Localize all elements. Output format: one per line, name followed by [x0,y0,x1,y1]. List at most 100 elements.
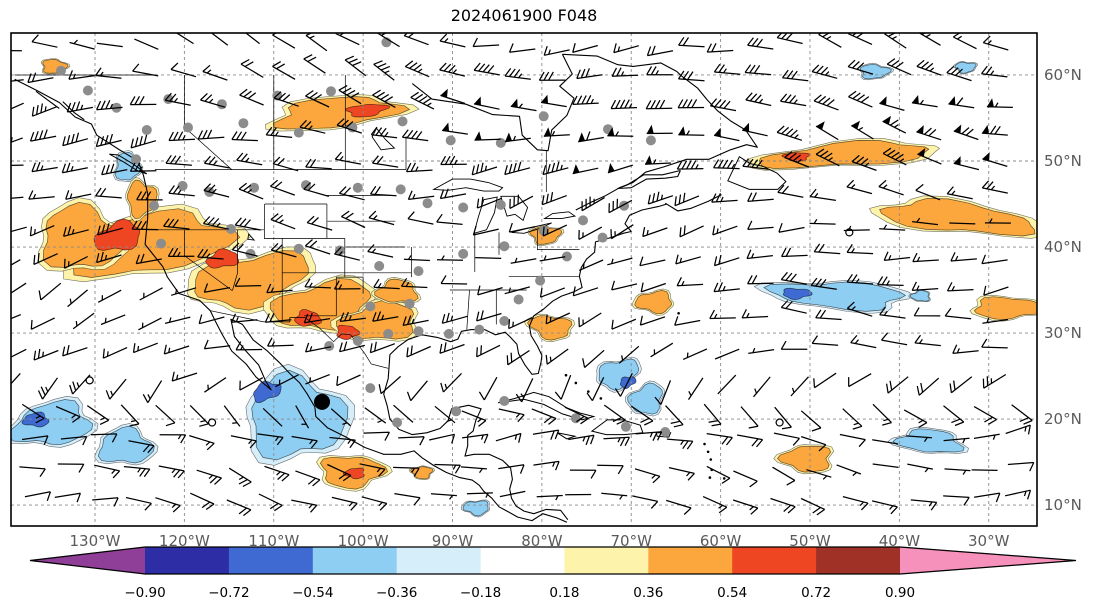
wind-barb [439,342,465,354]
colorbar-tick-label: −0.90 [124,585,165,601]
station-dot [413,266,424,277]
wind-barb [631,405,654,426]
wind-barb [842,495,869,511]
wind-barb [128,440,155,454]
wind-barb [981,254,1008,265]
wind-barb [235,341,263,351]
y-tick-label: 30°N [1044,324,1082,342]
wind-barb [773,432,800,446]
wind-barb-pennant [572,164,580,174]
wind-barb [65,190,92,200]
wind-barb [610,224,634,240]
station-dot [445,135,456,146]
wind-barb [203,339,231,350]
wind-barb [28,190,55,200]
wind-barb [95,133,122,148]
wind-barb [158,465,185,479]
wind-barb [498,464,525,474]
station-dot [499,316,510,326]
wind-barb [745,92,772,107]
wind-barb [578,226,603,240]
wind-barb [228,467,252,488]
figure-title: 2024061900 F048 [450,6,598,25]
wind-barb [539,287,566,298]
wind-barb [713,134,740,142]
wind-barb [582,349,605,368]
wind-barb [981,125,1008,136]
wind-barb [231,242,258,257]
wind-barb [634,468,661,484]
wind-barb [781,247,808,258]
anomaly-region [462,500,489,517]
small-island-dot [574,381,578,385]
wind-barb [532,429,560,440]
wind-barb [772,466,796,486]
wind-barb [37,377,59,400]
wind-barb [850,124,874,140]
wind-barb [461,410,487,427]
wind-barb [741,309,769,319]
wind-barb [850,334,877,349]
wind-barb [674,316,701,326]
wind-barb [372,89,396,108]
wind-barb [815,309,842,321]
wind-barb [572,286,599,297]
wind-barb [204,377,227,393]
wind-barb [440,372,462,393]
wind-barb [736,434,764,448]
wind-barb [946,65,972,82]
wind-barb [403,254,430,262]
wind-barb [916,377,940,396]
wind-barb [262,407,283,427]
wind-barb [130,134,157,149]
wind-barb [202,216,229,230]
wind-barb [11,348,27,358]
wind-barb [732,499,759,515]
wind-barb [640,282,667,293]
wind-barb [515,378,534,403]
wind-barb [264,312,292,323]
wind-barb [646,66,673,76]
wind-barb [712,225,738,236]
wind-barb [344,55,367,77]
colorbar-tick-label: 0.18 [549,585,579,601]
wind-barb [508,43,536,53]
wind-barb [197,129,225,140]
wind-barb [11,196,24,199]
wind-barb [440,155,467,166]
wind-barb [910,499,938,511]
wind-barb [329,436,356,449]
wind-barb [236,152,263,166]
wind-barb [806,469,832,480]
wind-barb [24,491,51,502]
station-dot [578,215,588,226]
colorbar: −0.90 −0.72 −0.54 −0.36 −0.18 0.18 0.36 0.54 0.7… [29,546,1077,601]
wind-barb [101,163,128,176]
wind-barb [29,129,57,142]
wind-barb [776,33,803,45]
wind-barb [62,344,88,357]
wind-barb [33,252,58,265]
coastline [411,54,575,152]
wind-barb [442,129,468,135]
station-dot [404,298,415,309]
wind-barb [903,409,928,428]
wind-barb [747,274,774,285]
station-dot [597,232,608,243]
wind-barb [30,317,55,330]
wind-barb [231,131,258,142]
wind-barb [504,135,531,143]
wind-barb [572,95,599,106]
coastline [617,169,681,190]
wind-barb [410,91,435,110]
wind-barb [907,463,934,473]
wind-barb [981,65,1008,78]
wind-barb [203,183,230,198]
colorbar-segment [396,547,482,574]
border-line [210,310,389,369]
wind-barb [744,64,772,76]
wind-barb [239,88,264,106]
wind-barb [813,94,839,111]
wind-barb [66,101,94,113]
x-tick-label: 90°W [432,532,474,550]
